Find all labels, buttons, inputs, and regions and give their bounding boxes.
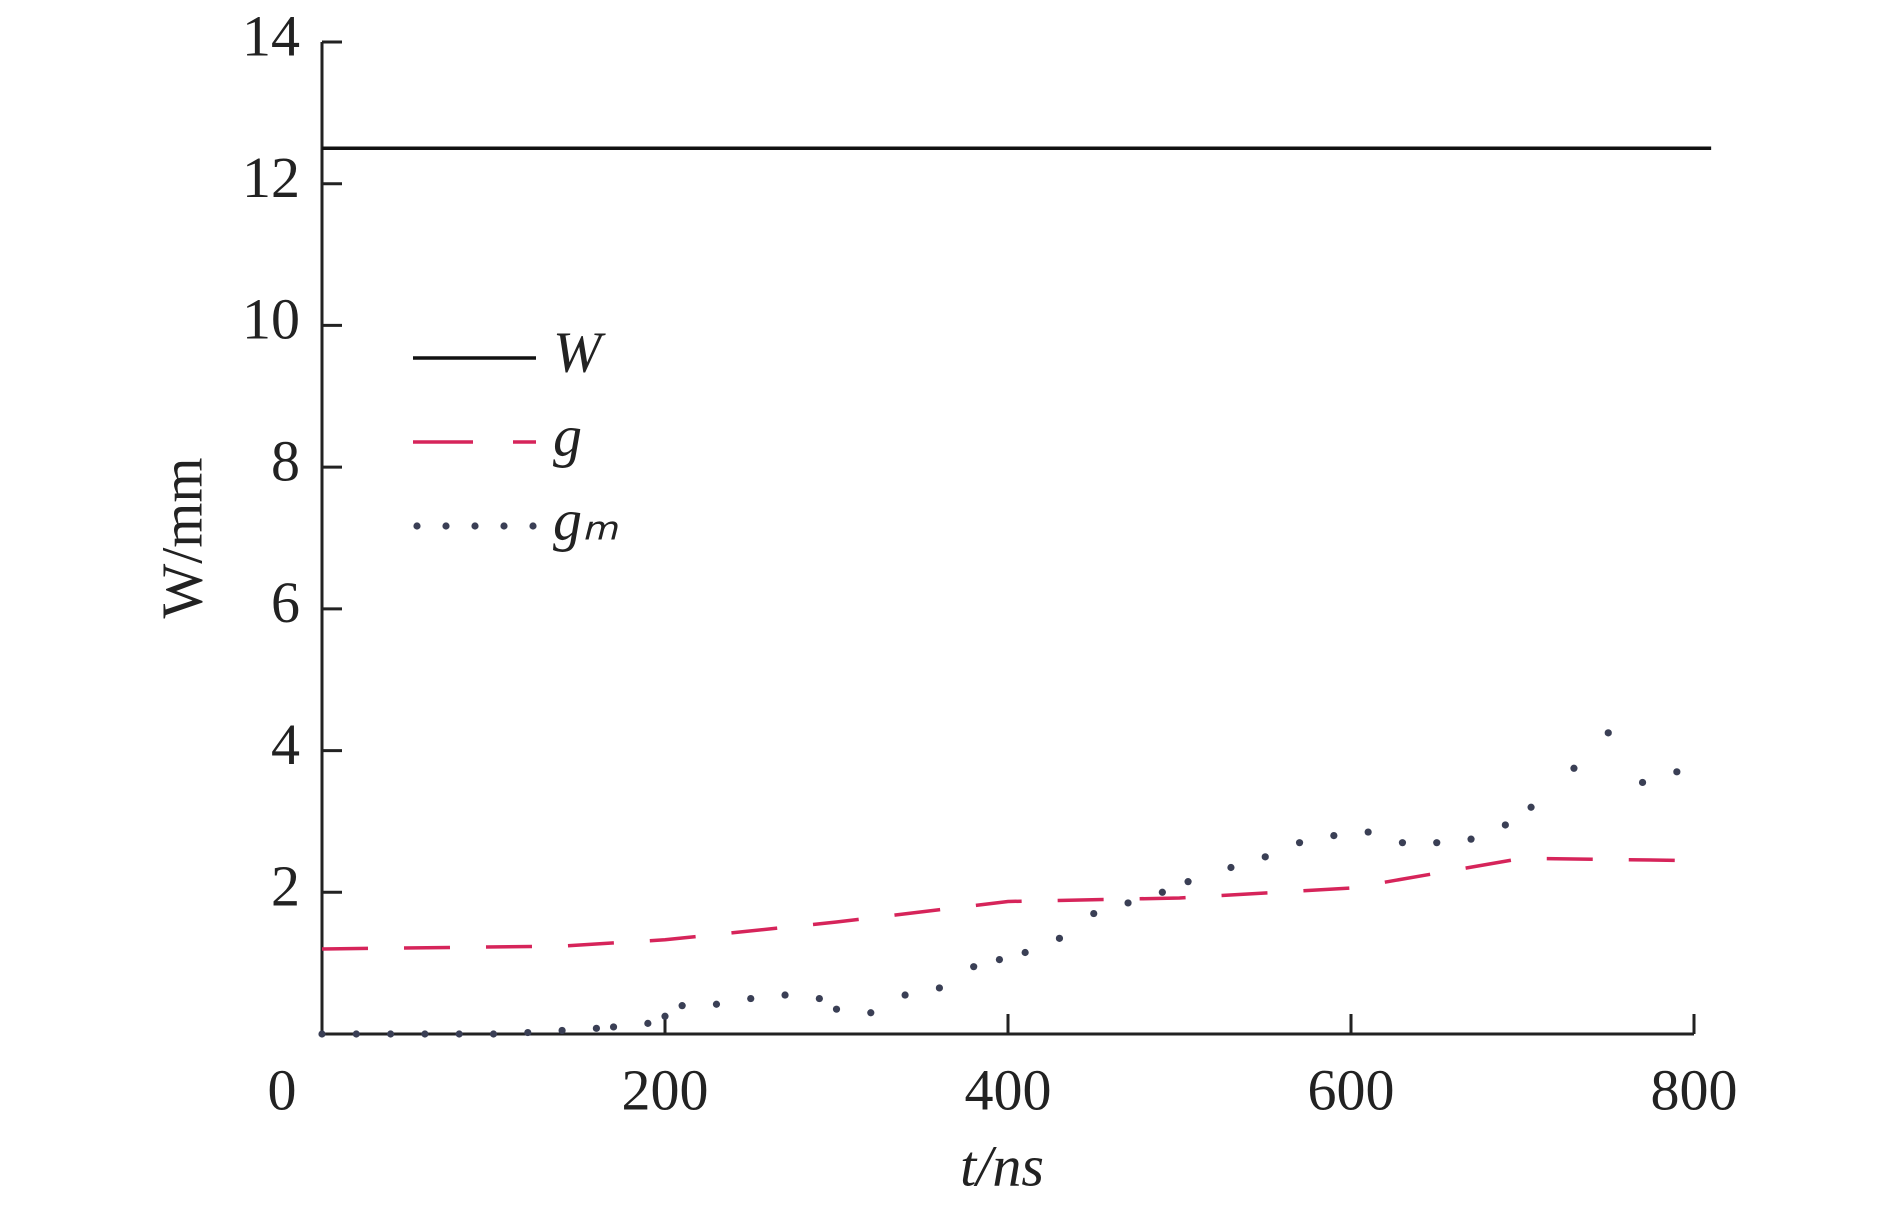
data-point — [609, 1023, 618, 1031]
legend-label: g — [553, 403, 582, 468]
data-point — [1295, 839, 1304, 847]
legend-swatch — [500, 522, 508, 530]
data-point — [489, 1030, 498, 1038]
data-point — [1227, 863, 1235, 872]
data-point — [524, 1028, 532, 1037]
data-point — [644, 1019, 652, 1027]
data-point — [1261, 853, 1269, 861]
data-point — [781, 991, 789, 999]
data-point — [1398, 839, 1407, 847]
data-point — [815, 994, 823, 1003]
y-tick-label: 6 — [271, 570, 300, 635]
data-point — [712, 1000, 721, 1008]
data-point — [935, 984, 944, 992]
data-point — [1124, 899, 1132, 907]
x-tick-label: 200 — [622, 1057, 709, 1122]
data-point — [1501, 821, 1509, 829]
y-tick-label: 12 — [242, 145, 300, 210]
data-point — [1467, 835, 1475, 843]
y-tick-label: 10 — [242, 287, 300, 352]
x-axis-label: t/ns — [960, 1133, 1044, 1198]
data-point — [995, 956, 1004, 964]
x-tick-label: 800 — [1651, 1057, 1738, 1122]
y-axis-label: W/mm — [149, 457, 214, 618]
legend-swatch — [471, 522, 479, 530]
data-point — [421, 1030, 429, 1038]
data-point — [1527, 803, 1535, 811]
data-point — [1158, 888, 1166, 896]
y-tick-label: 8 — [271, 428, 300, 493]
legend-swatch — [529, 522, 537, 530]
data-point — [1433, 839, 1441, 847]
data-point — [1364, 828, 1372, 836]
data-point — [1090, 909, 1098, 918]
legend-swatch — [413, 522, 421, 530]
data-point — [455, 1030, 463, 1038]
data-point — [832, 1005, 841, 1013]
x-tick-label: 400 — [965, 1057, 1052, 1122]
data-point — [678, 1002, 686, 1010]
data-point — [1604, 729, 1612, 737]
data-point — [1021, 948, 1029, 957]
data-point — [867, 1009, 875, 1017]
data-point — [592, 1024, 601, 1032]
legend-swatch — [442, 522, 450, 530]
data-point — [387, 1030, 395, 1038]
data-point — [352, 1030, 360, 1038]
data-point — [1638, 778, 1647, 787]
data-point — [661, 1012, 669, 1020]
x-tick-label: 0 — [268, 1057, 297, 1122]
y-tick-label: 14 — [242, 3, 300, 68]
y-tick-label: 2 — [271, 854, 300, 919]
data-point — [1055, 934, 1064, 942]
y-tick-label: 4 — [271, 712, 300, 777]
data-point — [318, 1030, 326, 1038]
legend-label: gₘ — [553, 487, 619, 552]
data-point — [1330, 832, 1338, 840]
data-point — [901, 991, 909, 999]
data-point — [1184, 878, 1192, 886]
data-point — [1570, 764, 1578, 772]
data-point — [558, 1026, 566, 1035]
data-point — [970, 963, 978, 971]
series-line — [321, 856, 1681, 951]
data-point — [1673, 768, 1681, 776]
data-point — [747, 994, 755, 1003]
x-tick-label: 600 — [1308, 1057, 1395, 1122]
legend-label: W — [553, 319, 606, 384]
